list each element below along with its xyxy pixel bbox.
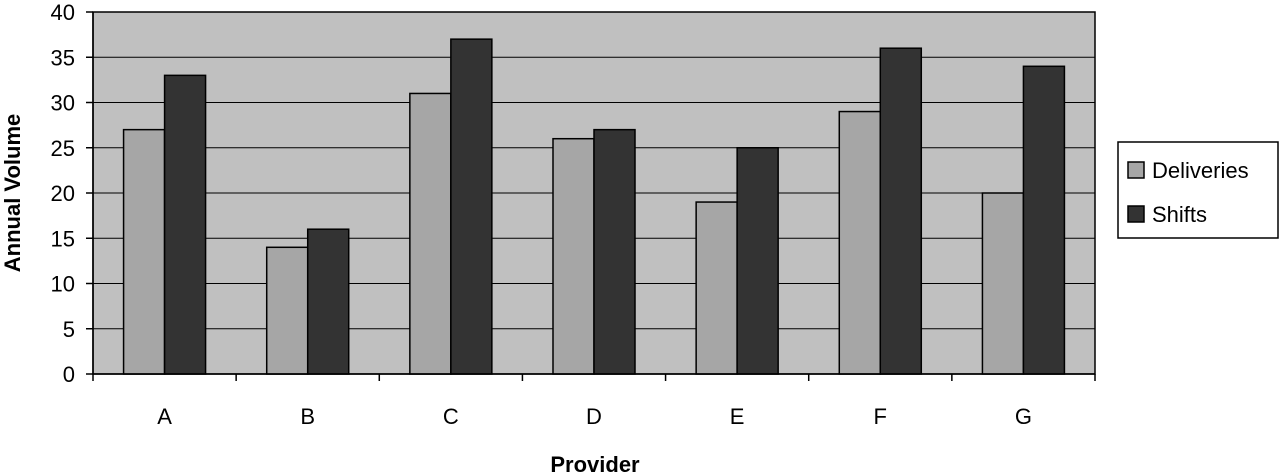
legend-swatch-deliveries [1127, 161, 1145, 179]
x-tick-label: G [1015, 404, 1032, 429]
y-tick-label: 40 [51, 0, 75, 25]
y-tick-label: 5 [63, 317, 75, 342]
bar-shifts-e [736, 147, 779, 375]
bar-shifts-g [1022, 65, 1066, 375]
bar-deliveries-a [122, 128, 166, 375]
bar-deliveries-c [409, 92, 452, 375]
legend-swatch-shifts [1127, 205, 1145, 223]
x-tick-label: A [157, 404, 172, 429]
bar-shifts-a [163, 74, 207, 375]
bar-deliveries-d [552, 137, 595, 375]
x-tick-label: B [300, 404, 315, 429]
legend: Deliveries Shifts [1117, 141, 1279, 239]
bar-deliveries-f [838, 110, 882, 375]
y-tick-label: 10 [51, 272, 75, 297]
legend-label-shifts: Shifts [1152, 202, 1207, 227]
y-tick-label: 0 [63, 362, 75, 387]
y-tick-label: 30 [51, 91, 75, 116]
bar-shifts-f [879, 47, 923, 375]
x-tick-label: D [586, 404, 602, 429]
bar-shifts-c [450, 38, 493, 375]
y-tick-label: 25 [51, 136, 75, 161]
bar-shifts-d [593, 128, 636, 375]
bar-deliveries-g [981, 192, 1025, 375]
legend-box [1117, 141, 1279, 239]
x-tick-label: E [730, 404, 745, 429]
bars [122, 38, 1066, 375]
y-axis-title: Annual Volume [0, 114, 25, 273]
x-axis-title: Provider [550, 452, 640, 475]
bar-deliveries-b [265, 246, 309, 375]
y-tick-label: 20 [51, 181, 75, 206]
legend-label-deliveries: Deliveries [1152, 158, 1249, 183]
y-tick-label: 15 [51, 226, 75, 251]
bar-deliveries-e [695, 201, 738, 375]
bar-shifts-b [306, 228, 350, 375]
x-tick-label: C [443, 404, 459, 429]
y-tick-label: 35 [51, 45, 75, 70]
axes [86, 11, 1096, 381]
x-tick-label: F [874, 404, 887, 429]
tick-labels: 0 5 10 15 20 25 30 35 40 A B C D E F G [51, 0, 1032, 429]
